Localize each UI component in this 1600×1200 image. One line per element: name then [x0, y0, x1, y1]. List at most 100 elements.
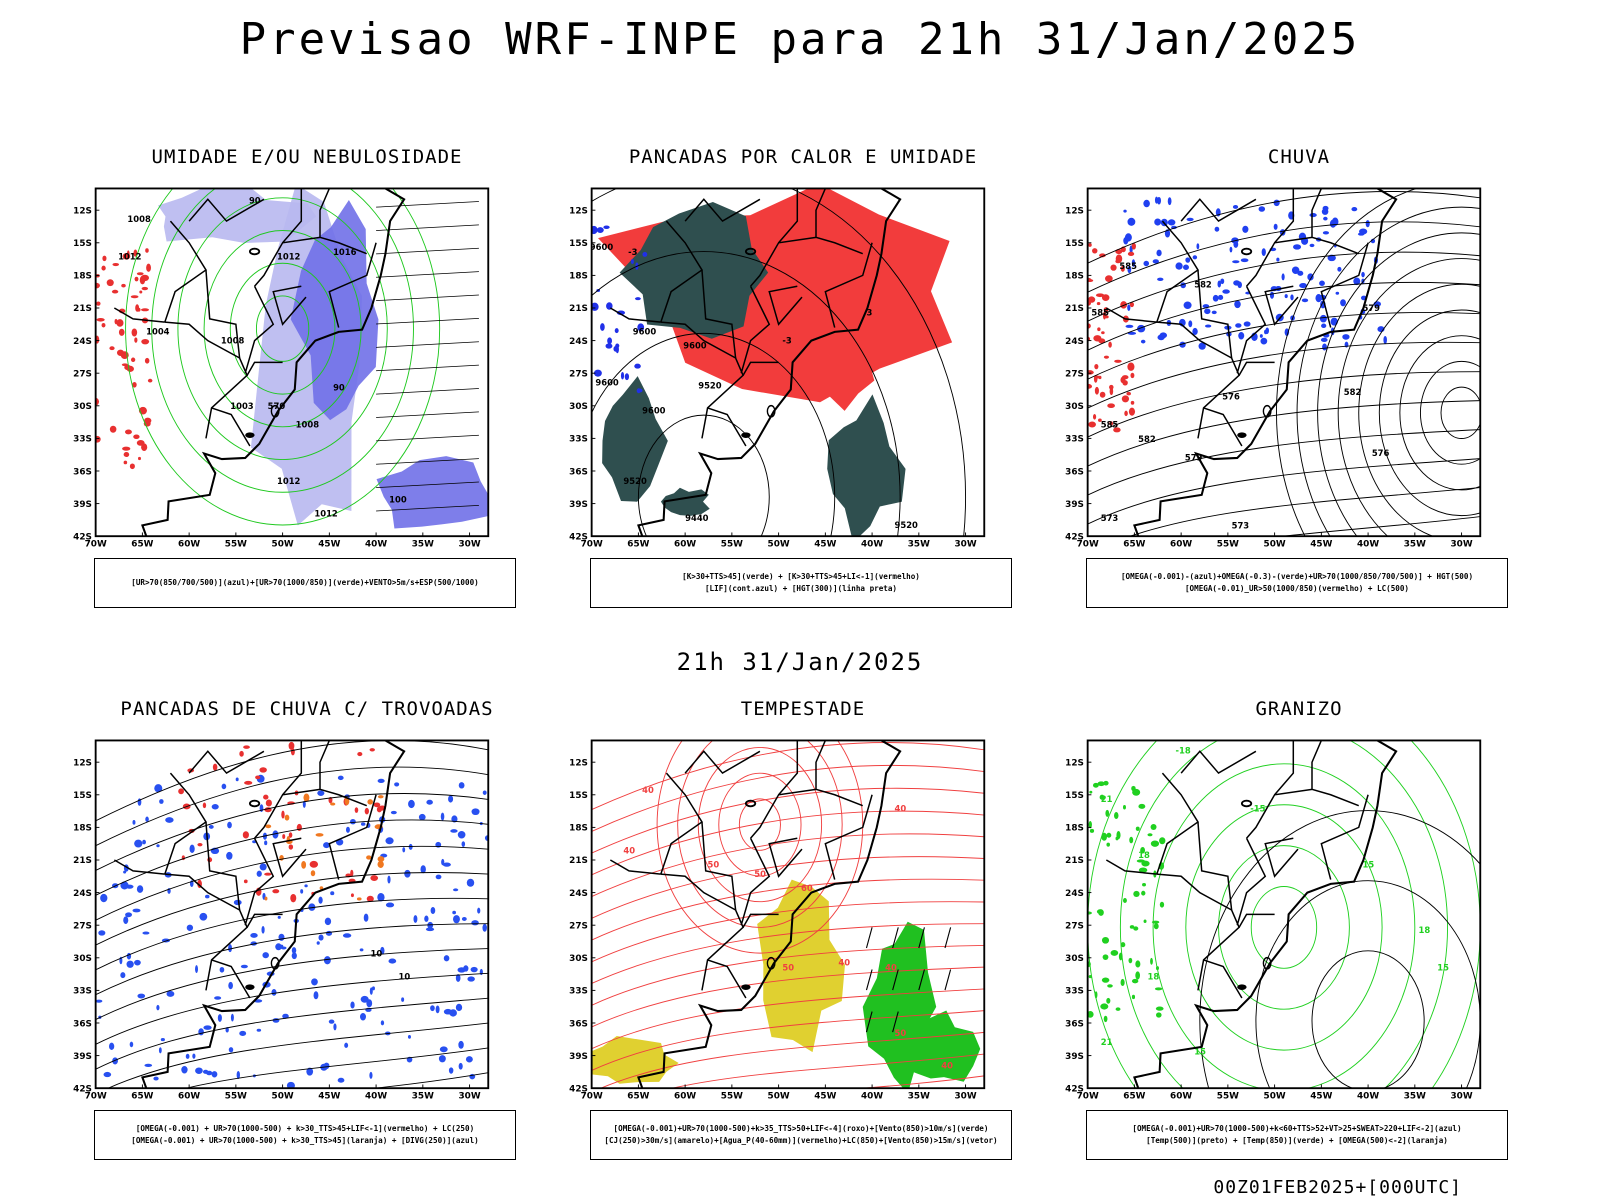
map-chuva[interactable]: 585 582 579 576 582 585 582 579 576 573 573 585 12S 1…: [1065, 172, 1484, 562]
map-background: [95, 740, 489, 1089]
lat-label: 12S: [569, 758, 588, 768]
speckle: [214, 996, 222, 1000]
contour-label: 9600: [595, 378, 619, 388]
map-tempestade[interactable]: 40 40 50 50 60 40 50 40 40 50 40 12S 15S 18S 21S 24S 27S…: [569, 724, 988, 1114]
lon-label: 50W: [1264, 1091, 1286, 1101]
speckle: [1167, 219, 1176, 226]
speckle: [1154, 196, 1159, 204]
speckle: [1127, 304, 1131, 311]
contour-line: [1399, 335, 1481, 491]
speckle: [1383, 335, 1387, 345]
speckle: [1133, 926, 1139, 931]
country-border: [778, 188, 799, 244]
lat-label: 21S: [73, 304, 92, 314]
wind-vector: [944, 927, 952, 949]
speckle: [330, 802, 336, 806]
lat-label: 30S: [1065, 402, 1084, 412]
field-layer: -18 -15 21 18 15 18 15 18 15 21: [1087, 740, 1481, 1089]
lon-label: 30W: [1450, 539, 1472, 549]
speckle: [1232, 205, 1239, 209]
speckle: [243, 879, 248, 884]
speckle: [323, 1062, 330, 1070]
rain-red: [1087, 242, 1136, 433]
speckle: [279, 944, 284, 949]
speckle: [1125, 324, 1134, 328]
speckle: [235, 777, 239, 782]
contour-label: 1008: [127, 214, 151, 224]
contour-label: 9520: [698, 381, 722, 391]
lat-label: 42S: [569, 532, 588, 542]
wind-vector: [918, 927, 925, 949]
speckle: [277, 915, 281, 919]
speckle: [1240, 258, 1249, 263]
legend-line-1: [OMEGA(-0.001) + UR>70(1000-500) + k>30_…: [135, 1124, 475, 1133]
contour-label: 582: [1194, 280, 1212, 290]
speckle: [1164, 229, 1171, 238]
speckle: [227, 821, 232, 829]
map-umidade[interactable]: 1008 1012 1012 1016 1004 1008 1003 1012 1008 1012…: [73, 172, 492, 562]
speckle: [1156, 249, 1162, 257]
streamline: [1087, 221, 1481, 293]
speckle: [642, 252, 648, 257]
speckle: [186, 924, 194, 931]
lat-label: 36S: [73, 1019, 92, 1029]
speckle: [202, 802, 207, 809]
country-border: [328, 794, 377, 880]
country-border: [707, 407, 747, 447]
speckle: [1233, 240, 1239, 248]
map-granizo[interactable]: -18 -15 21 18 15 18 15 18 15 21 12S 15S 18S 21S 24S 27S…: [1065, 724, 1484, 1114]
country-border: [1197, 269, 1233, 359]
speckle: [1198, 342, 1206, 350]
speckle: [206, 1070, 213, 1076]
speckle: [394, 782, 400, 787]
contour-label: 1016: [333, 247, 357, 257]
map-trovoadas[interactable]: 10 10 12S 15S 18S 21S 24S 27S 30S 33S 36S 39S 42S 70W…: [73, 724, 492, 1114]
contour-label: -3: [782, 336, 791, 346]
speckle: [96, 318, 105, 322]
country-border: [684, 750, 761, 775]
streamline: [1087, 429, 1481, 496]
speckle: [333, 1023, 337, 1031]
speckle: [126, 365, 134, 372]
speckle: [1157, 334, 1165, 341]
lat-label: 42S: [1065, 532, 1084, 542]
main-title: Previsao WRF-INPE para 21h 31/Jan/2025: [239, 14, 1361, 65]
map-pancadas-calor[interactable]: 9600 9600 9600 9600 9520 9600 9520 9440 9520 -3 -3…: [569, 172, 988, 562]
speckle: [1140, 339, 1146, 344]
speckle: [1261, 248, 1266, 257]
coastline: [637, 188, 902, 537]
contour-label: 573: [1101, 513, 1119, 523]
speckle: [265, 799, 272, 807]
legend-line-1: [OMEGA(-0.001)-(azul)+OMEGA(-0.3)-(verde…: [1120, 572, 1474, 581]
country-border: [1320, 794, 1369, 880]
speckle: [315, 833, 324, 837]
temp500-contours: [1199, 810, 1481, 1089]
speckle: [195, 965, 199, 974]
lon-label: 65W: [627, 539, 649, 549]
lon-label: 60W: [1170, 539, 1192, 549]
speckle: [1121, 375, 1129, 380]
lon-label: 35W: [1404, 539, 1426, 549]
speckle: [1150, 957, 1153, 965]
legend-line-1: [K>30+TTS>45](verde) + [K>30+TTS>45+LI<-…: [682, 572, 920, 581]
speckle: [272, 889, 280, 894]
lat-label: 21S: [569, 304, 588, 314]
speckle: [239, 1030, 247, 1036]
lat-label: 39S: [1065, 500, 1084, 510]
speckle: [1359, 228, 1368, 235]
speckle: [101, 265, 106, 271]
lon-label: 40W: [365, 1091, 387, 1101]
speckle: [205, 894, 210, 899]
contour-line: [718, 772, 802, 877]
contour-label: 90: [333, 382, 345, 392]
lat-label: 33S: [569, 987, 588, 997]
speckle: [1093, 335, 1102, 342]
speckle: [1315, 293, 1322, 303]
lake: [248, 247, 261, 256]
lon-label: 65W: [131, 1091, 153, 1101]
speckle: [390, 810, 397, 815]
lon-label: 50W: [272, 539, 294, 549]
contour-label: 582: [1138, 434, 1156, 444]
streamline: [1087, 371, 1481, 438]
lon-label: 35W: [908, 1091, 930, 1101]
